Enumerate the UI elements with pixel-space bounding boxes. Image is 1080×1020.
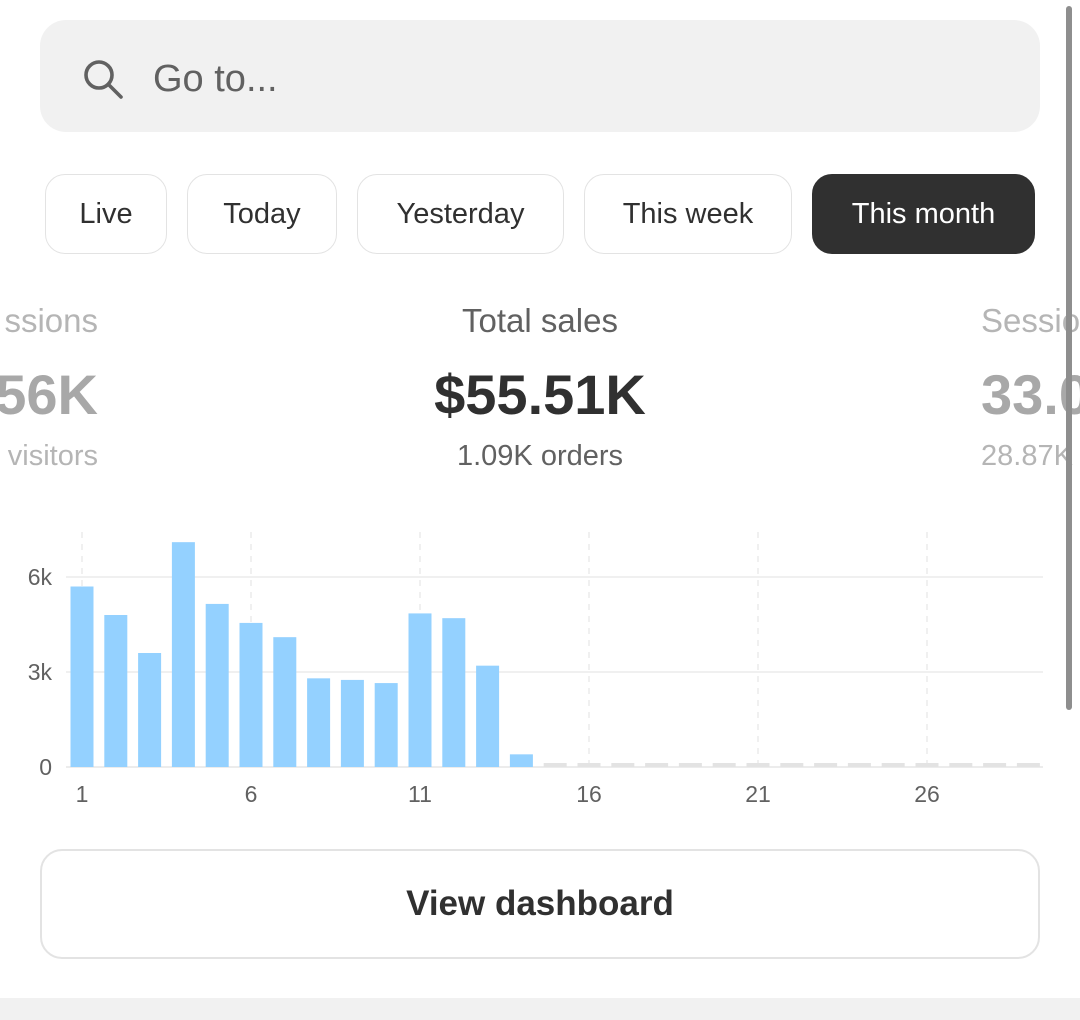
period-chip-yesterday[interactable]: Yesterday [357,174,564,254]
chart-bar-empty [645,763,669,767]
chart-bar-empty [611,763,635,767]
chart-bar [138,653,162,767]
metric-label: Total sales [462,302,618,339]
chart-bar-empty [678,763,702,767]
period-chip-this-month[interactable]: This month [812,174,1035,254]
chart-bar [408,613,432,767]
metric-sub: 1.09K orders [456,440,624,472]
chart-bar-empty [1016,763,1040,767]
metric-label: Sessio [981,302,1080,339]
chart-bar [171,542,195,767]
search-input[interactable] [153,54,993,104]
chart-bar [509,754,533,767]
y-tick-label: 6k [28,564,53,590]
chart-bar-empty [881,763,905,767]
period-chip-today[interactable]: Today [187,174,337,254]
x-tick-label: 21 [745,781,771,807]
metric-sub: 28.87K [981,440,1073,472]
chart-bar-empty [746,763,770,767]
scrollbar[interactable] [1066,6,1072,710]
chart-bar-empty [543,763,567,767]
chart-bar [374,683,398,767]
chart-bar [70,586,94,767]
chart-bar [442,618,466,767]
chart-bar-empty [780,763,804,767]
chart-bar-empty [915,763,939,767]
metric-value: 33.0 [981,363,1080,426]
search-icon [84,60,123,99]
metric-value: 56K [0,363,98,426]
bottom-divider [0,998,1080,1020]
chart-bar-empty [983,763,1007,767]
chart-bar [239,622,263,767]
metric-label: ssions [4,302,98,339]
chart-bar-empty [847,763,871,767]
x-tick-label: 11 [408,781,432,807]
x-tick-label: 1 [76,781,89,807]
x-tick-label: 16 [576,781,602,807]
chart-bar-empty [814,763,838,767]
chart-bar [273,637,297,767]
chart-bar-empty [577,763,601,767]
y-tick-label: 3k [28,659,53,685]
chart-bar-empty [949,763,973,767]
chart-bar-empty [712,763,736,767]
period-chip-live[interactable]: Live [45,174,167,254]
metric-value: $55.51K [434,363,646,426]
chart-bar [307,678,331,767]
period-chip-this-week[interactable]: This week [584,174,792,254]
view-dashboard-button[interactable]: View dashboard [40,849,1040,959]
y-tick-label: 0 [39,754,52,780]
chart-bar [340,679,364,767]
x-tick-label: 6 [245,781,258,807]
x-tick-label: 26 [914,781,940,807]
chart-bar [476,665,500,767]
metric-sub: visitors [7,440,98,472]
chart-bar [104,615,128,767]
chart-bar [205,603,229,767]
